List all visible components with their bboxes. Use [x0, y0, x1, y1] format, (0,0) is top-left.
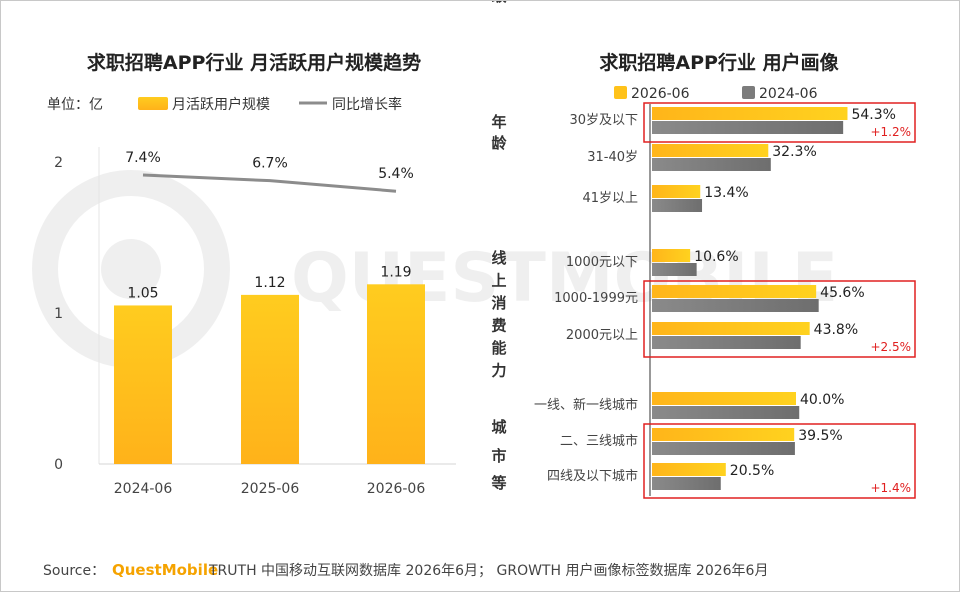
bar-2024 [652, 199, 703, 212]
group-label-char: 消 [491, 294, 506, 312]
source-text: TRUTH 中国移动互联网数据库 2026年6月； GROWTH 用户画像标签数… [208, 562, 768, 579]
bar-2026 [652, 463, 726, 476]
bar-2026-value: 39.5% [798, 428, 842, 444]
unit-label: 单位：亿 [47, 97, 103, 113]
bar-2026 [652, 107, 848, 120]
category-label: 41岁以上 [582, 191, 638, 206]
bar-2026 [652, 285, 817, 298]
bar-2026-value: 20.5% [730, 463, 774, 479]
bar-2024 [652, 299, 819, 312]
legend-bar-swatch [138, 97, 168, 110]
mau-bar [114, 305, 172, 464]
mau-bar [367, 284, 425, 464]
y-tick-label: 1 [54, 306, 63, 322]
source-prefix: Source： [43, 563, 105, 579]
group-label-char: 市 [491, 447, 506, 465]
bar-2026-value: 10.6% [694, 249, 738, 265]
source-footer: Source： QuestMobile TRUTH 中国移动互联网数据库 202… [43, 561, 768, 579]
bar-2026-value: 54.3% [851, 107, 895, 123]
x-tick-label: 2025-06 [241, 481, 300, 497]
legend-bar-label: 月活跃用户规模 [172, 96, 270, 113]
category-label: 一线、新一线城市 [534, 397, 638, 413]
group-label-char: 级 [491, 1, 507, 5]
bar-2026-value: 40.0% [800, 392, 844, 408]
bar-2024 [652, 263, 697, 276]
delta-label: +1.4% [870, 481, 911, 495]
category-label: 1000-1999元 [554, 291, 638, 306]
category-label: 二、三线城市 [560, 433, 638, 449]
bar-2026 [652, 249, 691, 262]
right-legend: 2026-06 2024-06 [614, 86, 818, 102]
growth-line [142, 173, 397, 193]
source-brand: QuestMobile [112, 561, 218, 579]
group-label-char: 费 [491, 317, 506, 335]
y-tick-label: 2 [54, 155, 63, 171]
highlight-box [643, 423, 916, 499]
legend-2026-swatch [614, 86, 627, 99]
bar-2024 [652, 477, 721, 490]
delta-label: +1.2% [870, 125, 911, 139]
category-label: 1000元以下 [566, 255, 638, 270]
right-plot: 年龄 30岁及以下 54.3% 31-40岁 32.3% 41岁以上 13.4% +1.2% 线… [491, 1, 916, 499]
mau-bar [241, 294, 299, 464]
left-plot: 0 1 2 1.05 2024-06 1.12 2025-06 1.19 2026-06 7.4%… [54, 150, 425, 497]
group-label-char: 线 [491, 249, 506, 267]
legend-2024-label: 2024-06 [759, 86, 818, 102]
y-tick-label: 0 [54, 457, 63, 473]
mau-bar-label: 1.12 [254, 275, 285, 291]
mau-bar-label: 1.19 [380, 264, 411, 280]
group-label-char: 上 [491, 272, 506, 290]
category-label: 31-40岁 [587, 150, 638, 165]
group-label-char: 能 [491, 339, 506, 357]
bar-2024 [652, 406, 800, 419]
bar-2024 [652, 442, 795, 455]
bar-2026-value: 43.8% [814, 322, 858, 338]
delta-label: +2.5% [870, 340, 911, 354]
growth-point-label: 5.4% [378, 166, 414, 182]
group-label-char: 城 [491, 418, 506, 436]
bar-2026 [652, 185, 701, 198]
group-label-char: 年 [491, 113, 506, 131]
left-legend: 月活跃用户规模 同比增长率 [138, 96, 402, 113]
group-label-char: 力 [491, 362, 506, 380]
highlight-box [643, 102, 916, 143]
x-tick-label: 2026-06 [367, 481, 426, 497]
category-label: 2000元以上 [566, 328, 638, 343]
bar-2024 [652, 121, 844, 134]
bar-2026 [652, 392, 796, 405]
bar-2024 [652, 158, 771, 171]
growth-point-label: 7.4% [125, 150, 161, 166]
group-label-char: 龄 [491, 134, 507, 152]
left-chart-title: 求职招聘APP行业 月活跃用户规模趋势 [87, 51, 421, 74]
bar-2024 [652, 336, 801, 349]
category-label: 四线及以下城市 [547, 468, 638, 484]
highlight-box [643, 280, 916, 358]
bar-2026 [652, 144, 769, 157]
bar-2026 [652, 428, 795, 441]
legend-2024-swatch [742, 86, 755, 99]
bar-2026-value: 32.3% [772, 144, 816, 160]
mau-bar-label: 1.05 [127, 285, 158, 301]
category-label: 30岁及以下 [569, 113, 638, 128]
right-chart-title: 求职招聘APP行业 用户画像 [599, 51, 839, 74]
group-label-char: 等 [491, 474, 506, 492]
x-tick-label: 2024-06 [114, 481, 173, 497]
bar-2026-value: 45.6% [820, 285, 864, 301]
bar-2026-value: 13.4% [704, 185, 748, 201]
legend-line-label: 同比增长率 [332, 96, 402, 113]
legend-2026-label: 2026-06 [631, 86, 690, 102]
bar-2026 [652, 322, 810, 335]
growth-point-label: 6.7% [252, 156, 288, 172]
